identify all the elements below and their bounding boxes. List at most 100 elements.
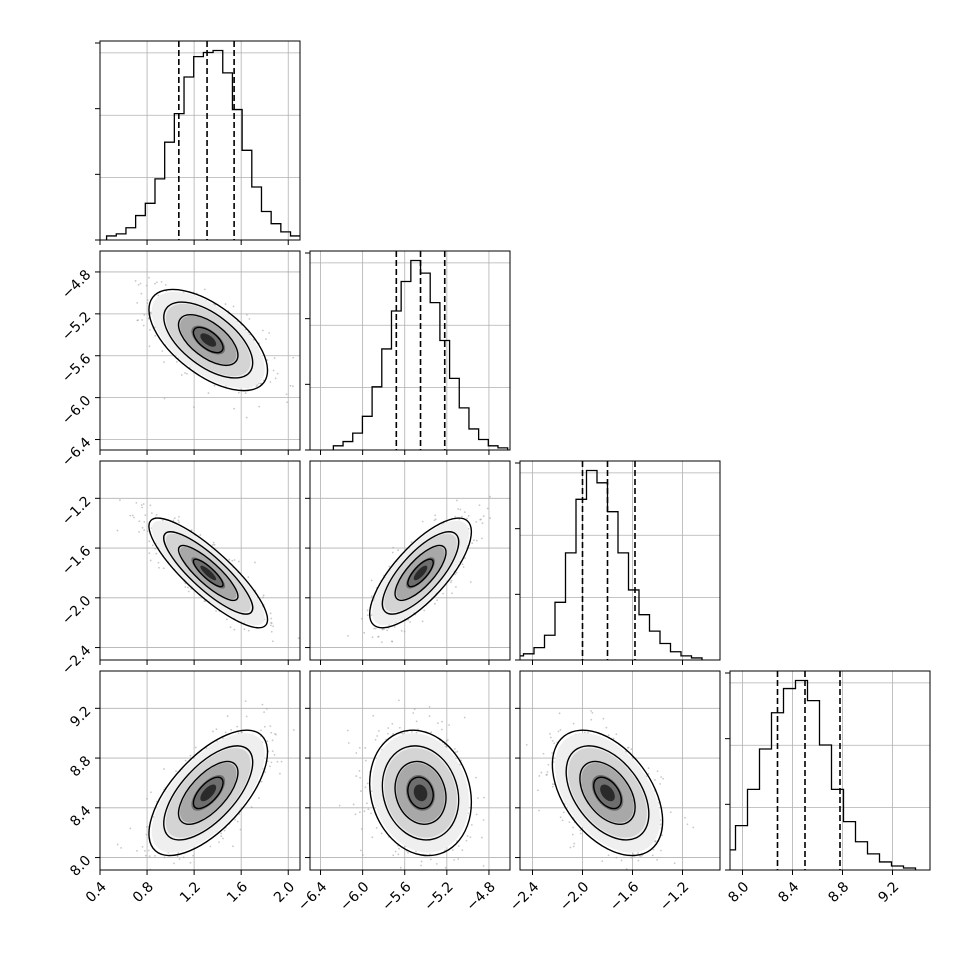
- scatter-point: [410, 730, 413, 733]
- contour-line: [394, 760, 447, 825]
- scatter-point: [238, 560, 240, 563]
- scatter-point: [415, 731, 418, 734]
- scatter-point: [433, 602, 436, 605]
- scatter-point: [538, 809, 540, 812]
- scatter-point: [137, 283, 140, 286]
- scatter-point: [237, 732, 240, 735]
- scatter-point: [119, 499, 121, 502]
- scatter-point: [163, 361, 165, 364]
- scatter-point: [177, 852, 180, 854]
- density-fill: [413, 565, 428, 581]
- scatter-point: [142, 503, 145, 505]
- scatter-point: [129, 827, 132, 830]
- scatter-point: [380, 832, 383, 835]
- scatter-point: [224, 303, 227, 305]
- scatter-point: [537, 789, 539, 792]
- scatter-point: [454, 585, 457, 588]
- scatter-point: [469, 836, 472, 839]
- scatter-point: [243, 628, 246, 631]
- scatter-point: [546, 771, 549, 773]
- scatter-point: [150, 512, 153, 515]
- x-tick-label: 0.4: [83, 879, 110, 906]
- scatter-point: [199, 534, 202, 536]
- scatter-point: [562, 811, 565, 814]
- scatter-point: [561, 819, 564, 822]
- x-tick-label: 1.6: [224, 879, 251, 906]
- scatter-point: [458, 518, 461, 521]
- scatter-point: [572, 845, 575, 848]
- scatter-point: [165, 872, 167, 874]
- scatter-point: [371, 636, 374, 639]
- contour-line: [163, 531, 254, 615]
- scatter-point: [220, 835, 223, 838]
- scatter-point: [393, 625, 396, 628]
- panel-3-2: −2.4 −2.0 −1.6 −1.2: [507, 670, 721, 914]
- scatter-point: [187, 590, 190, 593]
- scatter-point: [269, 624, 272, 627]
- scatter-point: [622, 876, 624, 878]
- x-tick-label: 9.2: [875, 879, 902, 906]
- scatter-point: [218, 841, 220, 844]
- scatter-point: [374, 627, 377, 630]
- scatter-point: [366, 782, 369, 785]
- scatter-point: [659, 823, 662, 826]
- scatter-point: [192, 854, 194, 857]
- scatter-point: [268, 332, 271, 334]
- scatter-point: [286, 401, 289, 404]
- scatter-point: [193, 406, 195, 408]
- panel-3-1: −6.4 −6.0 −5.6 −5.2 −4.8: [295, 670, 511, 914]
- scatter-point: [245, 416, 248, 419]
- scatter-point: [233, 407, 236, 410]
- scatter-point: [222, 837, 224, 840]
- scatter-point: [122, 890, 124, 892]
- scatter-point: [615, 733, 618, 736]
- scatter-point: [215, 728, 218, 731]
- scatter-point: [358, 746, 361, 749]
- scatter-point: [289, 384, 292, 387]
- scatter-point: [410, 541, 413, 544]
- scatter-point: [669, 811, 672, 814]
- panel-frame: [729, 670, 931, 871]
- scatter-point: [258, 797, 260, 799]
- y-tick-label: −5.6: [59, 351, 94, 386]
- scatter-point: [440, 728, 443, 731]
- scatter-point: [370, 812, 372, 815]
- scatter-point: [451, 849, 454, 851]
- y-tick-label: 8.8: [67, 753, 94, 780]
- scatter-point: [132, 883, 134, 885]
- scatter-point: [433, 519, 436, 522]
- scatter-point: [453, 859, 456, 861]
- scatter-point: [146, 825, 148, 828]
- scatter-point: [375, 826, 378, 829]
- scatter-point: [469, 581, 472, 583]
- scatter-point: [359, 776, 362, 779]
- scatter-point: [266, 740, 269, 743]
- scatter-point: [154, 854, 156, 857]
- scatter-point: [142, 324, 145, 327]
- panel-frame: [99, 460, 301, 661]
- scatter-point: [155, 281, 158, 284]
- scatter-point: [568, 821, 571, 823]
- scatter-point: [630, 748, 633, 751]
- scatter-point: [150, 791, 152, 794]
- scatter-point: [482, 515, 485, 517]
- scatter-point: [549, 732, 551, 735]
- scatter-point: [270, 731, 273, 734]
- contour-line: [177, 760, 239, 825]
- panel-1-1: [305, 250, 511, 455]
- y-tick-label: −2.4: [59, 643, 94, 678]
- scatter-point: [388, 624, 391, 627]
- scatter-point: [684, 816, 686, 819]
- scatter-point: [637, 852, 639, 855]
- scatter-point: [364, 786, 367, 789]
- scatter-point: [247, 576, 250, 579]
- scatter-point: [457, 845, 460, 847]
- scatter-point: [292, 356, 295, 359]
- scatter-point: [116, 529, 119, 532]
- scatter-point: [626, 746, 629, 749]
- panel-frame: [99, 250, 301, 451]
- x-tick-label: 8.0: [725, 879, 752, 906]
- scatter-point: [434, 514, 437, 517]
- scatter-point: [222, 737, 224, 740]
- contour-line: [551, 729, 664, 857]
